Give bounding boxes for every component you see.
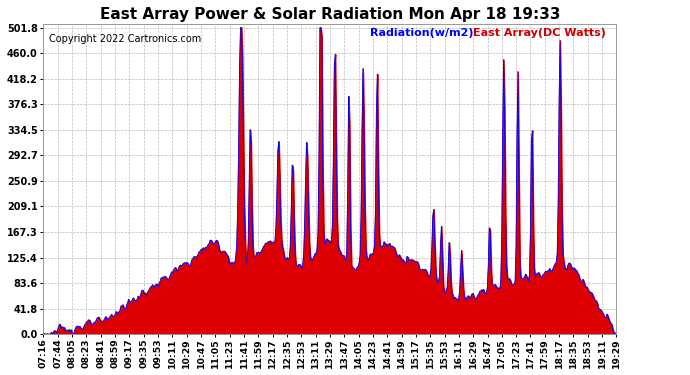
Text: East Array(DC Watts): East Array(DC Watts): [473, 28, 606, 38]
Text: Radiation(w/m2): Radiation(w/m2): [370, 28, 473, 38]
Title: East Array Power & Solar Radiation Mon Apr 18 19:33: East Array Power & Solar Radiation Mon A…: [99, 7, 560, 22]
Text: Copyright 2022 Cartronics.com: Copyright 2022 Cartronics.com: [49, 34, 201, 44]
